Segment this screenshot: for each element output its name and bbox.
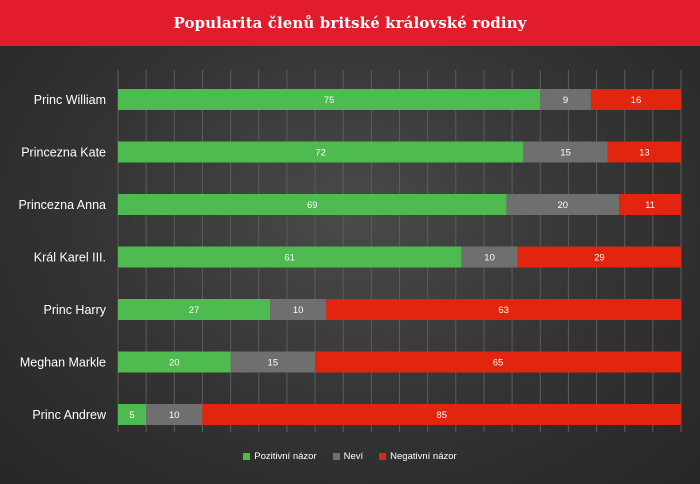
data-label-negative: 13	[639, 148, 650, 159]
legend-swatch-unknown	[332, 453, 340, 460]
data-label-positive: 75	[324, 95, 335, 106]
legend-item-positive: Pozitivní názor	[243, 451, 317, 462]
category-label: Meghan Markle	[20, 356, 106, 370]
bar-segment-positive	[118, 89, 541, 110]
bar-segment-negative	[202, 404, 681, 425]
bar-segment-positive	[118, 351, 231, 373]
legend-item-unknown: Neví	[332, 451, 364, 462]
category-label: Princ Harry	[43, 303, 106, 317]
data-label-unknown: 15	[560, 148, 571, 159]
bar-segment-unknown	[461, 246, 518, 268]
legend-label-unknown: Neví	[343, 451, 364, 462]
chart-header: Popularita členů britské královské rodin…	[0, 0, 700, 46]
data-label-positive: 69	[307, 200, 318, 211]
data-label-negative: 65	[493, 358, 504, 369]
legend-label-positive: Pozitivní názor	[254, 451, 317, 462]
bar-segment-positive	[118, 404, 147, 425]
bar-segment-unknown	[146, 404, 203, 425]
bar-segment-unknown	[540, 89, 591, 110]
data-label-negative: 63	[498, 305, 509, 316]
data-label-unknown: 20	[557, 200, 568, 211]
bar-segment-negative	[590, 89, 681, 110]
bar-segment-negative	[619, 194, 681, 215]
bar-segment-negative	[326, 299, 681, 320]
data-label-unknown: 9	[563, 95, 568, 106]
category-label: Princ Andrew	[32, 408, 107, 422]
data-label-positive: 72	[315, 148, 326, 159]
category-label: Princezna Anna	[18, 198, 106, 212]
legend-swatch-positive	[243, 453, 251, 460]
data-label-positive: 5	[129, 410, 134, 421]
category-label: Princ William	[34, 93, 106, 107]
category-label: Princezna Kate	[21, 146, 106, 160]
data-label-unknown: 10	[169, 410, 180, 421]
bar-segment-positive	[118, 299, 271, 320]
bar-segment-negative	[315, 351, 681, 373]
bar-segment-unknown	[270, 299, 327, 320]
bar-segment-positive	[118, 194, 507, 215]
bar-segment-unknown	[230, 351, 316, 373]
legend: Pozitivní názor Neví Negativní názor	[0, 451, 700, 462]
legend-item-negative: Negativní názor	[379, 451, 457, 462]
data-label-negative: 85	[436, 410, 447, 421]
category-label: Král Karel III.	[34, 251, 106, 265]
data-label-positive: 27	[189, 305, 200, 316]
bar-segment-unknown	[506, 194, 620, 215]
data-label-unknown: 15	[268, 358, 279, 369]
data-label-unknown: 10	[293, 305, 304, 316]
chart-title: Popularita členů britské královské rodin…	[173, 14, 527, 32]
bar-segment-negative	[517, 246, 681, 268]
data-label-positive: 61	[284, 253, 295, 264]
legend-label-negative: Negativní názor	[390, 451, 457, 462]
bar-segment-negative	[607, 141, 681, 163]
data-label-unknown: 10	[484, 253, 495, 264]
bar-segment-positive	[118, 141, 524, 163]
legend-swatch-negative	[379, 453, 387, 460]
data-label-negative: 29	[594, 253, 605, 264]
data-label-negative: 11	[645, 200, 655, 211]
data-label-negative: 16	[631, 95, 642, 106]
data-label-positive: 20	[169, 358, 180, 369]
bar-segment-positive	[118, 246, 462, 268]
bar-segment-unknown	[523, 141, 608, 163]
